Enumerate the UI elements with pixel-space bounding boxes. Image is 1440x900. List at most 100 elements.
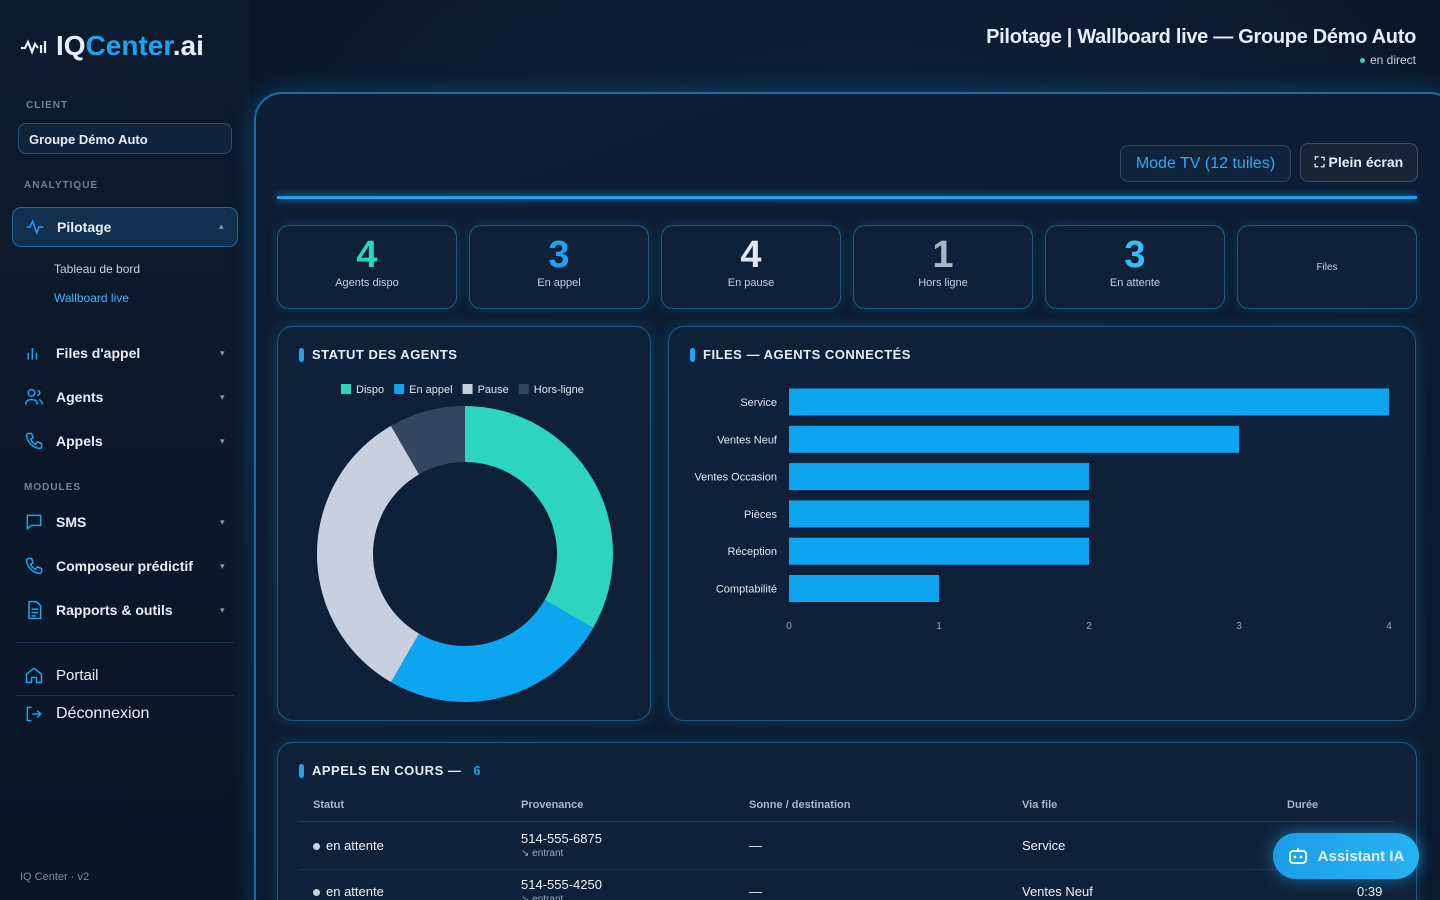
mode-button[interactable]: Mode TV (12 tuiles) [1120, 145, 1291, 182]
category-label: Pièces [744, 509, 778, 521]
nav-item[interactable]: SMS [24, 512, 86, 532]
x-tick-label: 2 [1086, 621, 1092, 632]
category-label: Réception [727, 546, 777, 558]
nav-icon [24, 388, 44, 405]
kpi-label: En appel [537, 277, 581, 289]
kpi-value: 4 [740, 234, 762, 276]
button-label: Plein écran [1328, 154, 1404, 170]
nav-item[interactable]: Agents [24, 387, 103, 407]
kpi-label: Agents dispo [335, 277, 399, 289]
logo[interactable]: IQCenter.ai [20, 30, 204, 62]
donut-slice [391, 600, 594, 703]
bar [789, 537, 1089, 565]
caret: ▾ [220, 517, 225, 527]
logo-icon [21, 39, 47, 56]
live-status: en direct [1359, 53, 1416, 67]
caret: ▾ [220, 348, 225, 358]
nav-icon [27, 348, 38, 360]
x-tick-label: 1 [936, 621, 942, 632]
bar [789, 388, 1389, 416]
status-cell: en attente [313, 838, 384, 853]
table-cell: — [749, 838, 762, 853]
fullscreen-button[interactable]: ⛶ Plein écran [1300, 143, 1418, 182]
assistant-button[interactable]: Assistant IA [1273, 833, 1419, 879]
donut-slice [391, 406, 465, 475]
legend-swatch [462, 384, 473, 394]
direction: ↘ entrant [521, 848, 564, 859]
nav-label: Files d'appel [56, 345, 141, 361]
caret: ▴ [219, 221, 224, 231]
column-header: Durée [1287, 799, 1319, 811]
status-text: en attente [326, 838, 384, 853]
kpi-label: En attente [1109, 277, 1161, 289]
section-label: CLIENT [26, 100, 69, 111]
icon-path [25, 432, 43, 450]
bot-icon [1288, 848, 1307, 864]
kpi-tile: 3 En attente [1045, 225, 1225, 309]
logo-part: IQ [56, 30, 86, 61]
x-tick-label: 3 [1236, 621, 1242, 632]
kpi-value: 1 [932, 234, 954, 276]
legend-swatch [518, 384, 529, 394]
table-cell: 514-555-6875 [521, 831, 602, 846]
divider-line [277, 196, 1417, 199]
nav-item[interactable]: Déconnexion [24, 704, 149, 724]
kpi-tile: 4 Agents dispo [277, 225, 457, 309]
icon-path [25, 557, 43, 575]
nav-item[interactable]: Rapports & outils [24, 600, 173, 620]
status-text: en direct [1369, 53, 1416, 67]
caret: ▾ [220, 392, 225, 402]
call-count: 6 [473, 763, 482, 778]
kpi-value: 4 [356, 234, 378, 276]
column-header: Sonne / destination [749, 799, 851, 811]
logo-text: IQCenter.ai [56, 30, 204, 62]
kpi-label: Hors ligne [918, 277, 968, 289]
nav-label: Rapports & outils [56, 602, 173, 618]
live-dot [1359, 57, 1365, 63]
calls-panel: APPELS EN COURS — 6 Statut Provenance Sonne… [277, 742, 1417, 900]
caret: ▾ [220, 561, 225, 571]
table-cell: 514-555-4250 [521, 877, 602, 892]
caret: ▾ [220, 605, 225, 615]
kpi-tile: 3 En appel [469, 225, 649, 309]
column-header: Via file [1022, 799, 1058, 811]
nav-item[interactable]: Portail [24, 665, 99, 685]
direction: ↘ entrant [521, 894, 564, 900]
column-header: Statut [313, 799, 345, 811]
legend-label: Pause [478, 384, 509, 396]
sub-nav[interactable]: Tableau de bord [54, 262, 141, 276]
kpi-value: 3 [1124, 234, 1146, 276]
logo-part: .ai [172, 30, 204, 61]
status-dot [313, 889, 320, 896]
sidebar: IQCenter.ai CLIENT Groupe Démo Auto ANAL… [0, 0, 250, 900]
nav-item[interactable]: Files d'appel [24, 343, 140, 363]
legend-swatch [341, 384, 351, 394]
nav-active[interactable]: Pilotage ▴ [12, 207, 238, 247]
legend-label: Dispo [356, 384, 384, 396]
category-label: Service [740, 397, 777, 409]
kpi-tile: Files [1237, 225, 1417, 309]
table-cell: Service [1022, 838, 1066, 853]
nav-icon [25, 667, 43, 684]
kpi-label: En pause [727, 277, 775, 289]
nav-item[interactable]: Appels [24, 431, 103, 451]
sub-nav[interactable]: Wallboard live [54, 291, 129, 305]
x-tick-label: 4 [1386, 621, 1392, 632]
divider [16, 642, 234, 643]
icon-path [28, 600, 42, 620]
nav-item[interactable]: Composeur prédictif [24, 556, 193, 576]
status-dot [313, 843, 320, 850]
caret: ▾ [220, 436, 225, 446]
charts: Dispo En appel Pause Hors-ligne Service Vente… [317, 384, 1392, 703]
divider [16, 695, 234, 696]
client-select[interactable]: Groupe Démo Auto [18, 123, 232, 154]
nav-icon [25, 432, 43, 450]
legend-label: Hors-ligne [534, 384, 584, 396]
nav-icon [26, 514, 42, 531]
nav-label: SMS [56, 514, 87, 530]
column-header: Provenance [521, 799, 584, 811]
bar [789, 425, 1239, 453]
section-label: ANALYTIQUE [24, 180, 99, 191]
page-title: Pilotage | Wallboard live — Groupe Démo … [986, 26, 1416, 48]
